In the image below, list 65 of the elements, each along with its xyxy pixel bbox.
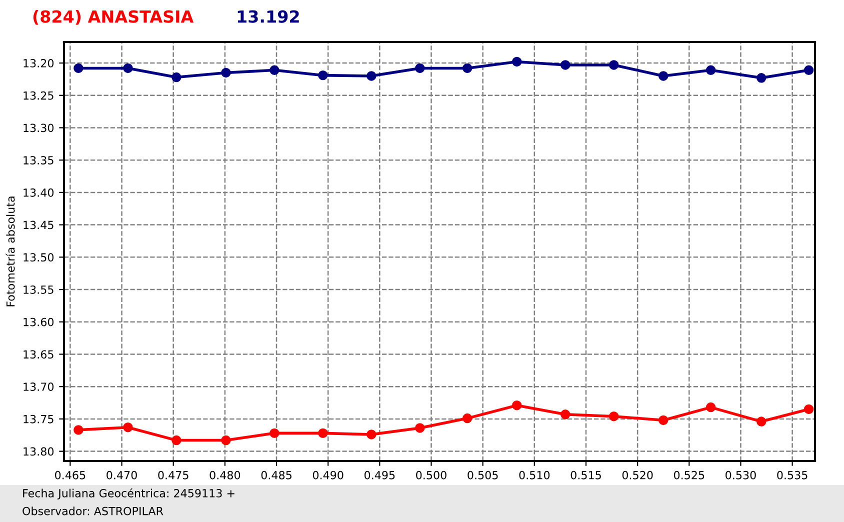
x-tick-label: 0.490 xyxy=(312,470,344,480)
point xyxy=(366,71,376,81)
point xyxy=(366,430,376,440)
x-tick-label: 0.515 xyxy=(570,470,601,480)
point xyxy=(462,413,472,424)
y-tick-label: 13.35 xyxy=(24,156,54,164)
text: Observador: ASTROPILAR xyxy=(22,506,164,516)
point xyxy=(270,65,280,76)
x-tick-label: 0.505 xyxy=(468,470,498,480)
x-tick-label: 0.495 xyxy=(364,470,395,480)
point xyxy=(415,63,425,74)
point xyxy=(221,68,231,78)
point xyxy=(270,428,280,438)
x-tick-label: 0.470 xyxy=(106,470,137,480)
point xyxy=(756,416,766,426)
point xyxy=(560,410,570,420)
x-tick-label: 0.475 xyxy=(158,470,188,480)
y-tick-label: 13.30 xyxy=(24,124,54,132)
y-tick-label: 13.75 xyxy=(24,414,54,424)
point xyxy=(462,63,472,74)
y-tick-label: 13.65 xyxy=(24,350,54,359)
point xyxy=(123,422,133,432)
x-tick-label: 0.485 xyxy=(261,470,292,480)
y-tick-label: 13.70 xyxy=(24,382,54,391)
point xyxy=(658,415,668,426)
point xyxy=(658,71,668,81)
point xyxy=(318,428,328,438)
chart-title: (824) ANASTASIA xyxy=(33,10,194,25)
y-tick-label: 13.45 xyxy=(24,220,54,230)
point xyxy=(221,435,231,446)
y-tick-label: 13.55 xyxy=(24,285,54,294)
text: Fecha Juliana Geocéntrica: 2459113 + xyxy=(23,488,234,500)
point xyxy=(560,60,570,70)
x-tick-label: 0.500 xyxy=(416,470,446,480)
point xyxy=(172,72,182,82)
point xyxy=(74,63,84,74)
point xyxy=(512,400,522,410)
point xyxy=(172,435,182,446)
x-tick-label: 0.510 xyxy=(519,470,550,480)
y-tick-label: 13.20 xyxy=(24,59,54,68)
x-tick-label: 0.535 xyxy=(777,470,808,480)
point xyxy=(74,425,84,435)
point xyxy=(415,423,425,433)
x-tick-label: 0.525 xyxy=(674,470,704,480)
x-tick-label: 0.465 xyxy=(55,470,86,480)
y-tick-label: 13.80 xyxy=(24,447,54,456)
point xyxy=(706,402,716,412)
y-tick-label: 13.60 xyxy=(24,318,54,326)
y-tick-label: 13.25 xyxy=(24,91,54,100)
chart-subtitle: 13.192 xyxy=(238,10,299,23)
point xyxy=(804,65,814,76)
x-tick-label: 0.520 xyxy=(622,470,653,480)
x-tick-label: 0.480 xyxy=(210,470,240,480)
point xyxy=(608,60,619,70)
y-axis-title: Fotometría absoluta xyxy=(6,196,15,306)
point xyxy=(512,56,522,67)
point xyxy=(318,70,328,80)
point xyxy=(608,411,619,422)
point xyxy=(706,65,716,76)
y-tick-label: 13.40 xyxy=(24,188,54,197)
point xyxy=(123,63,133,74)
point xyxy=(756,73,766,83)
y-tick-label: 13.50 xyxy=(24,253,54,262)
point xyxy=(804,404,814,414)
x-tick-label: 0.530 xyxy=(726,470,756,480)
